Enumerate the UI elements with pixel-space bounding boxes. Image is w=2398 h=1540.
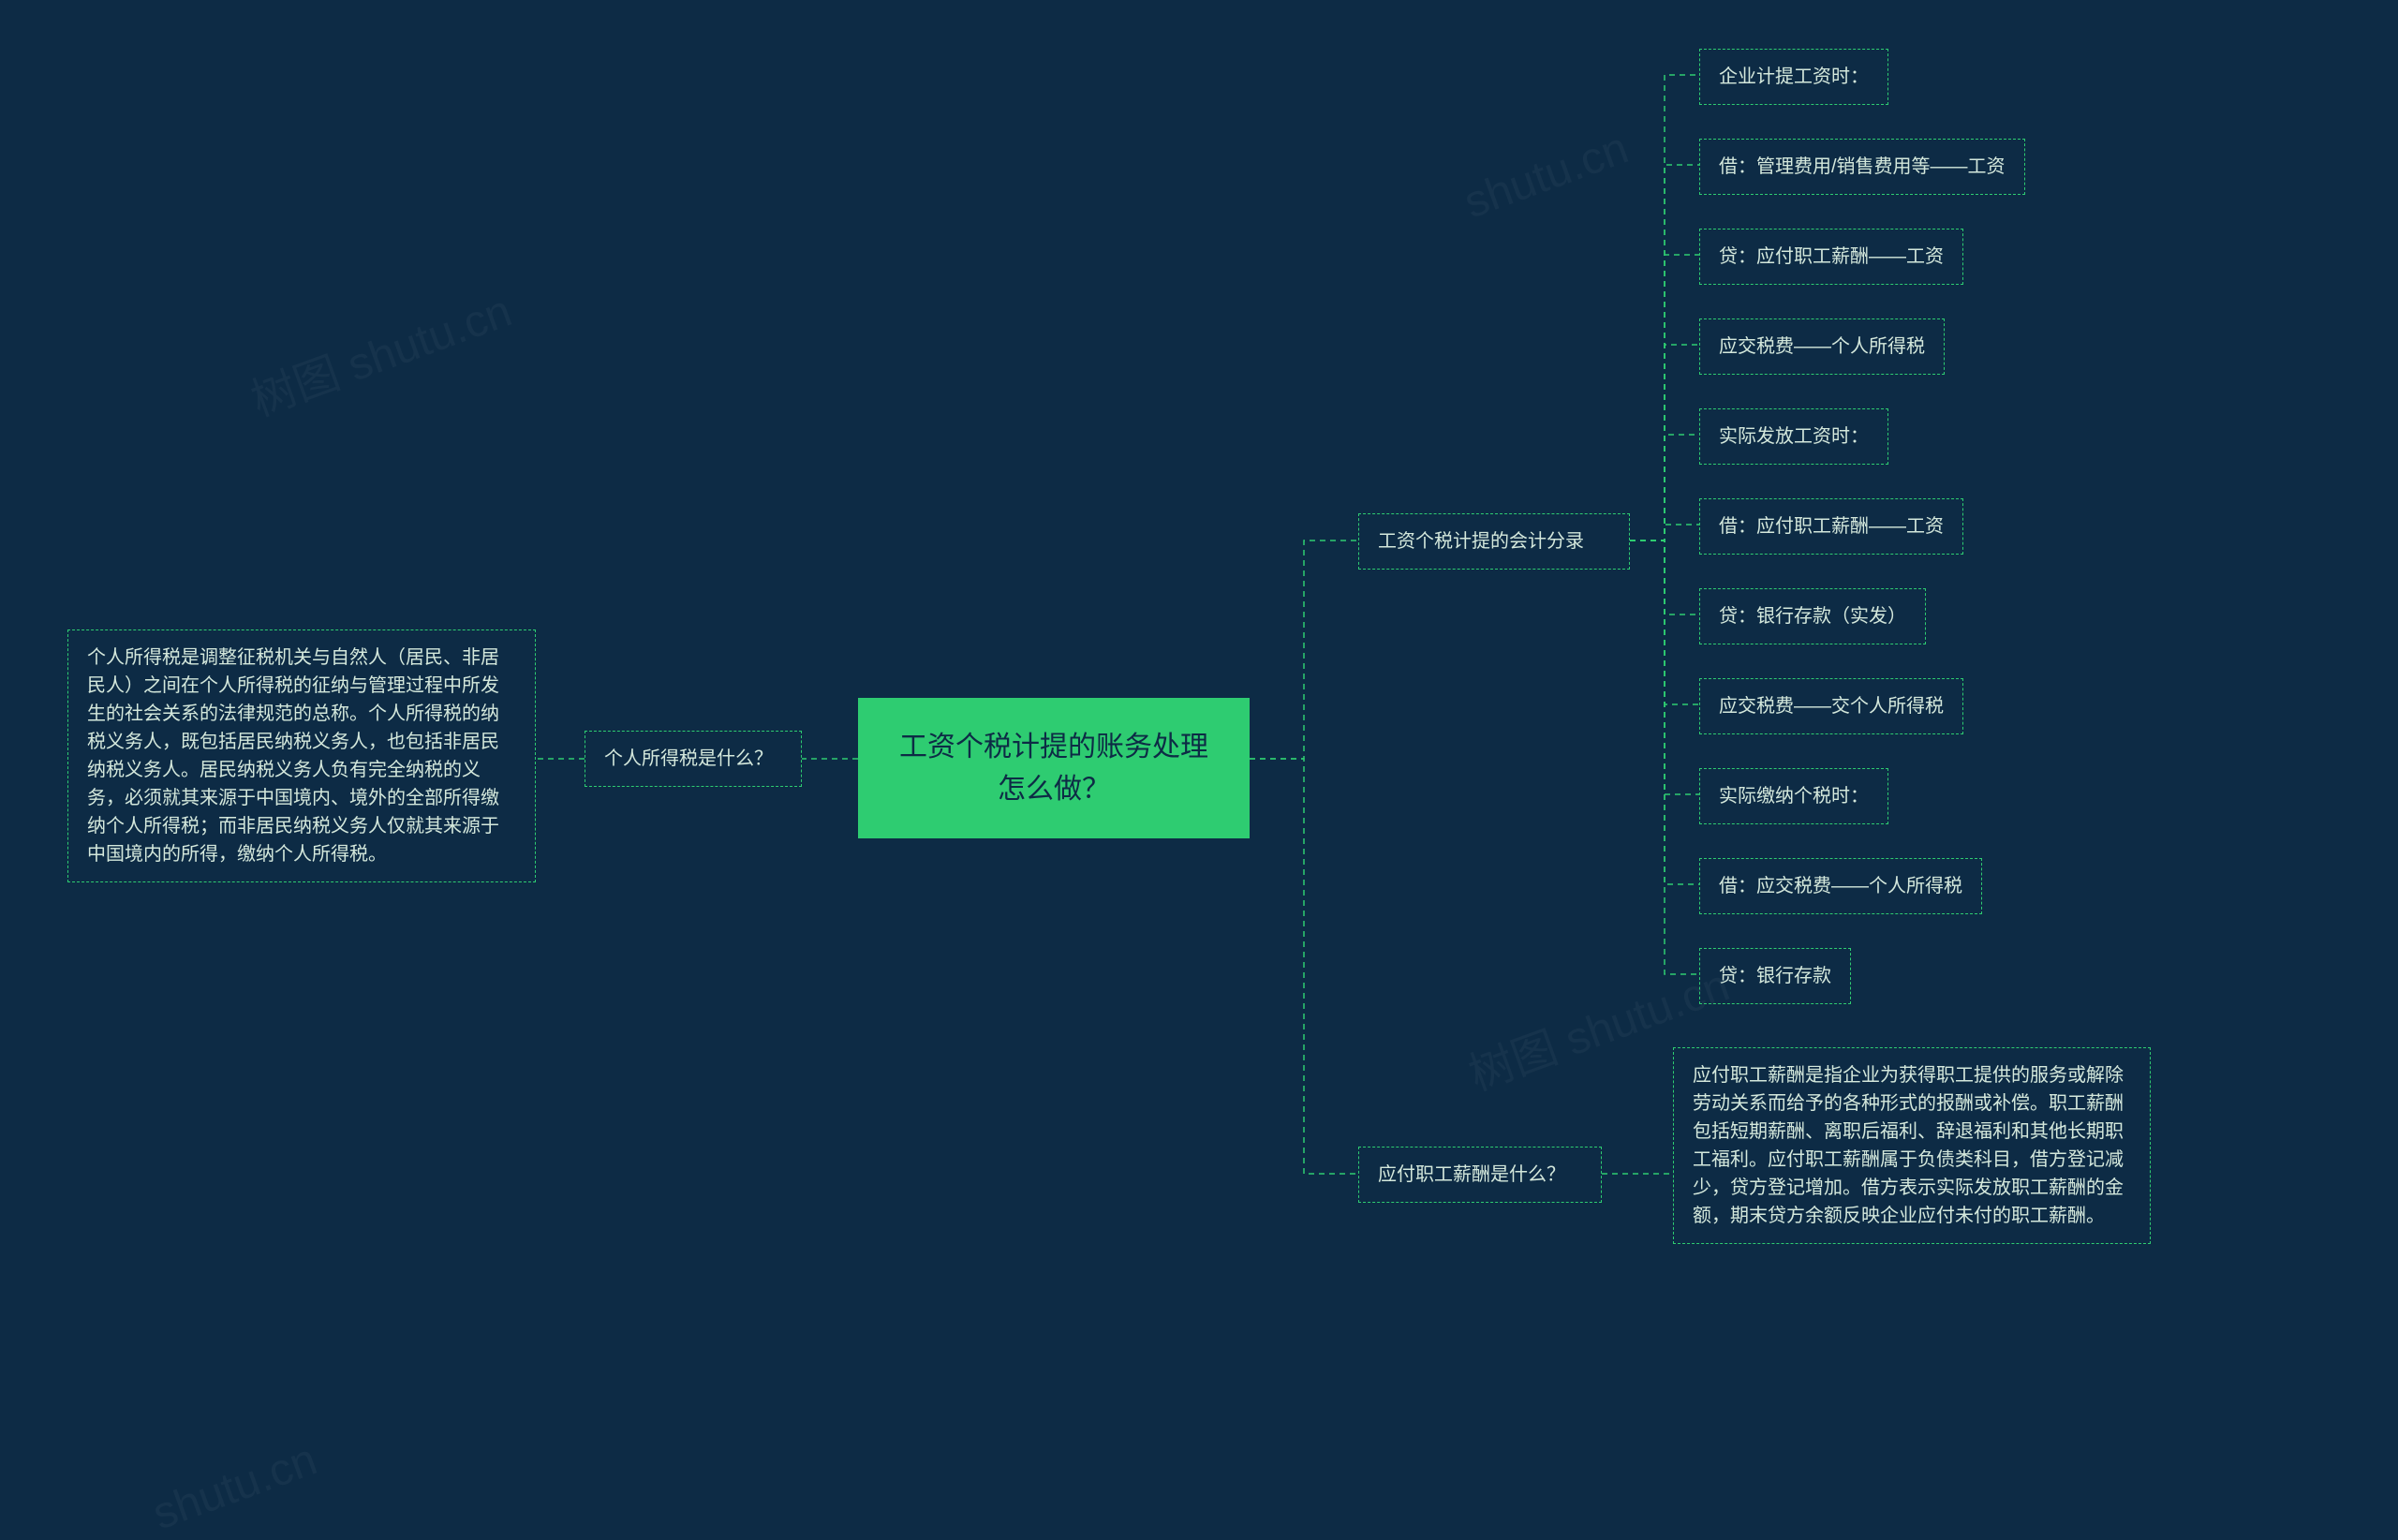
node-text: 实际缴纳个税时： (1719, 786, 1869, 807)
leaf-node: 实际发放工资时： (1699, 408, 1888, 465)
watermark: 树图 shutu.cn (241, 274, 519, 428)
right-branch-2-body: 应付职工薪酬是指企业为获得职工提供的服务或解除劳动关系而给予的各种形式的报酬或补… (1673, 1047, 2151, 1244)
node-text: 贷：银行存款 (1719, 966, 1831, 986)
right-branch-1-title: 工资个税计提的会计分录 (1358, 513, 1630, 570)
node-text: 应交税费——个人所得税 (1719, 336, 1925, 357)
node-text: 个人所得税是什么？ (604, 748, 773, 769)
node-text: 应付职工薪酬是什么？ (1378, 1164, 1565, 1185)
node-text: 贷：银行存款（实发） (1719, 606, 1906, 627)
leaf-node: 贷：银行存款（实发） (1699, 588, 1926, 644)
node-text: 借：应交税费——个人所得税 (1719, 876, 1962, 896)
node-text: 借：应付职工薪酬——工资 (1719, 516, 1944, 537)
node-text: 应付职工薪酬是指企业为获得职工提供的服务或解除劳动关系而给予的各种形式的报酬或补… (1693, 1065, 2124, 1226)
watermark: shutu.cn (146, 1434, 323, 1540)
leaf-node: 实际缴纳个税时： (1699, 768, 1888, 824)
leaf-node: 借：应付职工薪酬——工资 (1699, 498, 1963, 555)
watermark: shutu.cn (1458, 123, 1635, 230)
node-text: 贷：应付职工薪酬——工资 (1719, 246, 1944, 267)
node-text: 企业计提工资时： (1719, 67, 1869, 87)
node-text: 工资个税计提的会计分录 (1378, 531, 1584, 552)
root-text: 工资个税计提的账务处理怎么做？ (899, 732, 1208, 805)
leaf-node: 借：管理费用/销售费用等——工资 (1699, 139, 2025, 195)
node-text: 应交税费——交个人所得税 (1719, 696, 1944, 717)
leaf-node: 应交税费——交个人所得税 (1699, 678, 1963, 734)
leaf-node: 借：应交税费——个人所得税 (1699, 858, 1982, 914)
left-branch-title: 个人所得税是什么？ (585, 731, 802, 787)
node-text: 个人所得税是调整征税机关与自然人（居民、非居民人）之间在个人所得税的征纳与管理过… (87, 647, 499, 865)
node-text: 借：管理费用/销售费用等——工资 (1719, 156, 2006, 177)
root-node: 工资个税计提的账务处理怎么做？ (858, 698, 1250, 838)
leaf-node: 贷：银行存款 (1699, 948, 1851, 1004)
left-branch-body: 个人所得税是调整征税机关与自然人（居民、非居民人）之间在个人所得税的征纳与管理过… (67, 629, 536, 882)
right-branch-2-title: 应付职工薪酬是什么？ (1358, 1147, 1602, 1203)
leaf-node: 应交税费——个人所得税 (1699, 318, 1945, 375)
node-text: 实际发放工资时： (1719, 426, 1869, 447)
leaf-node: 企业计提工资时： (1699, 49, 1888, 105)
leaf-node: 贷：应付职工薪酬——工资 (1699, 229, 1963, 285)
